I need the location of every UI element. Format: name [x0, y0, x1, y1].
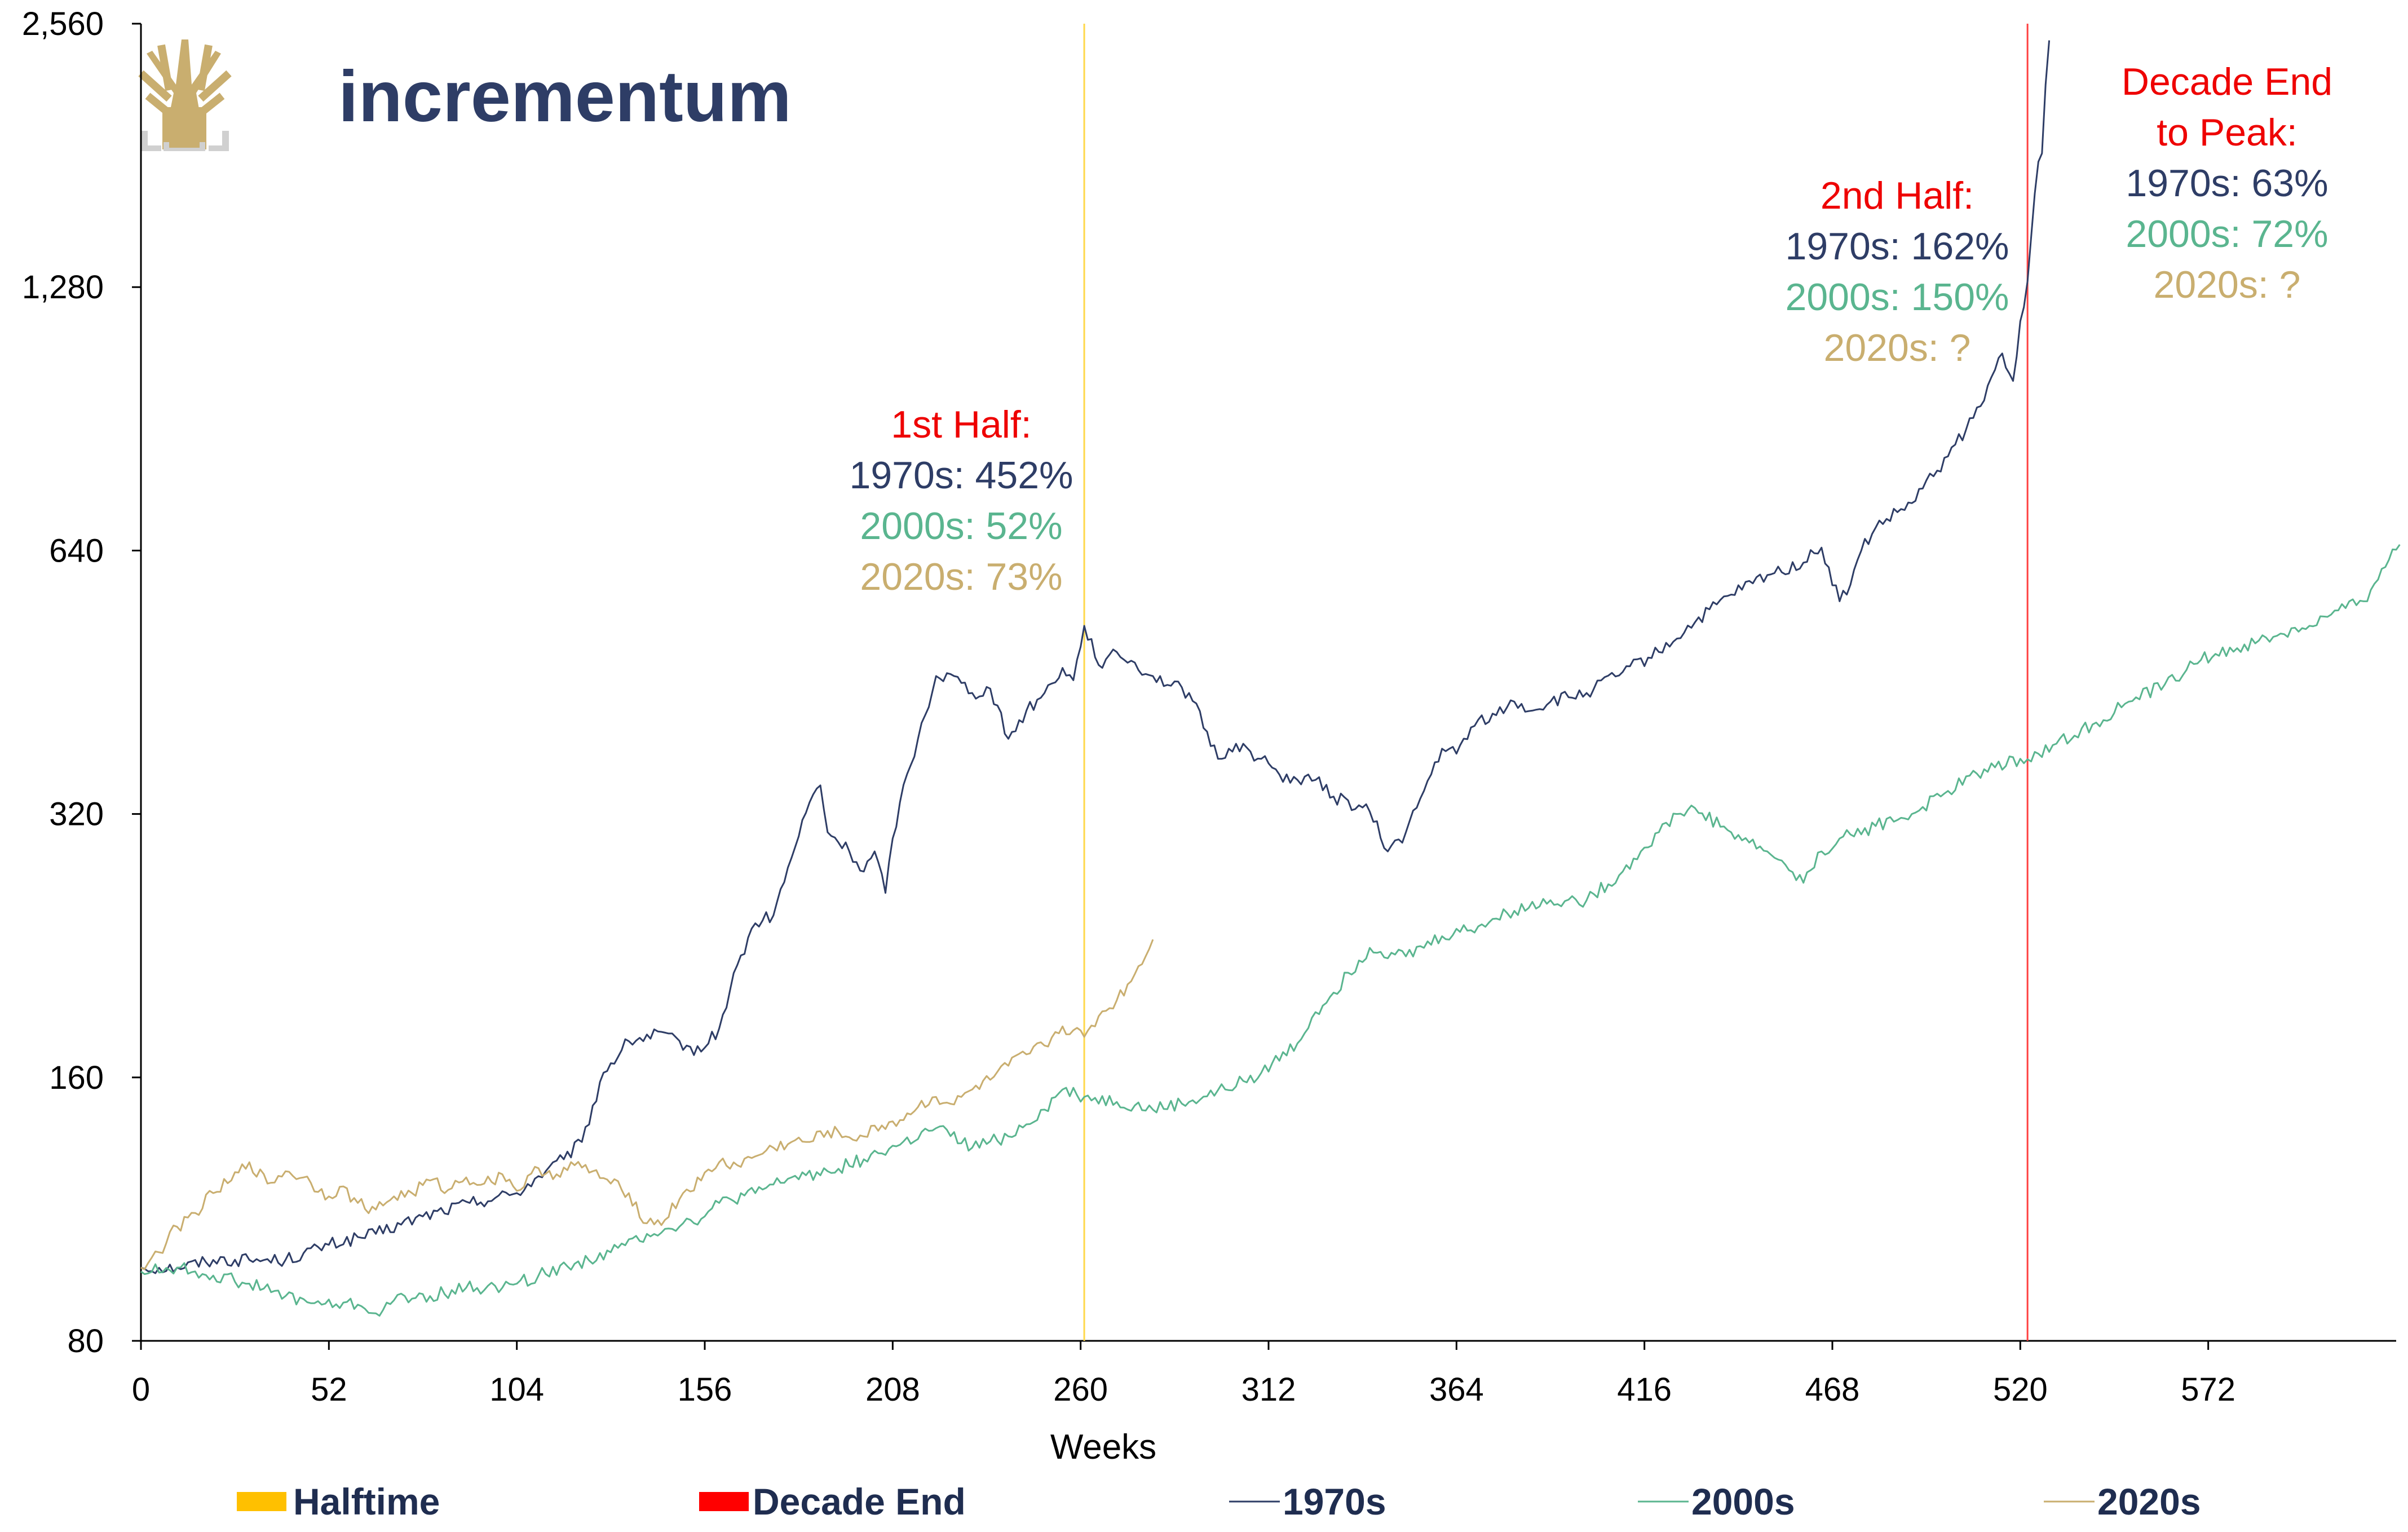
brand-name: incrementum	[338, 56, 792, 137]
x-tick-label: 312	[1241, 1371, 1296, 1408]
legend-halftime-swatch	[237, 1492, 286, 1511]
legend-decade-end-label: Decade End	[753, 1481, 966, 1522]
annotations: 1st Half: 1970s: 452% 2000s: 52% 2020s: 73%…	[850, 60, 2333, 598]
series-2000s-line	[140, 544, 2401, 1317]
x-tick-label: 572	[2181, 1371, 2235, 1408]
x-tick-label: 520	[1993, 1371, 2048, 1408]
x-ticks: 0 52 104 156 208 260 312 364 416 468 520 572	[132, 1341, 2235, 1408]
annotation-first-half-line: 1970s: 452%	[850, 454, 1073, 497]
annotation-second-half-line: 2020s: ?	[1824, 326, 1971, 369]
series-group	[140, 40, 2401, 1317]
x-tick-label: 52	[311, 1371, 347, 1408]
annotation-second-half-line: 2000s: 150%	[1786, 276, 2009, 319]
y-tick-label: 2,560	[22, 6, 104, 42]
incrementum-logo	[138, 39, 232, 151]
logo-trunk-icon	[162, 107, 206, 149]
annotation-decade-end-to-peak-line: Decade End	[2122, 60, 2332, 103]
series-2020s-line	[140, 939, 1154, 1270]
x-tick-label: 416	[1617, 1371, 1672, 1408]
reference-lines	[1083, 24, 2029, 1341]
annotation-decade-end-to-peak-line: to Peak:	[2157, 111, 2297, 154]
y-tick-label: 640	[49, 532, 104, 569]
annotation-first-half-line: 2020s: 73%	[860, 555, 1062, 598]
x-tick-label: 260	[1053, 1371, 1108, 1408]
legend-halftime-label: Halftime	[293, 1481, 440, 1522]
annotation-second-half-line: 2nd Half:	[1821, 174, 1974, 217]
x-axis-title: Weeks	[1050, 1428, 1156, 1467]
logo-branches-icon	[138, 44, 232, 119]
legend-decade-end-swatch	[699, 1492, 749, 1511]
logo-tree-icon	[147, 39, 221, 144]
annotation-decade-end-to-peak-line: 2020s: ?	[2154, 263, 2301, 306]
x-tick-label: 156	[678, 1371, 732, 1408]
x-tick-label: 104	[489, 1371, 544, 1408]
x-tick-label: 0	[132, 1371, 150, 1408]
y-tick-label: 160	[49, 1059, 104, 1096]
annotation-decade-end-to-peak-line: 1970s: 63%	[2126, 162, 2328, 205]
x-tick-label: 364	[1429, 1371, 1484, 1408]
y-ticks: 80 160 320 640 1,280 2,560	[22, 6, 141, 1359]
annotation-decade-end-to-peak-line: 2000s: 72%	[2126, 213, 2328, 255]
legend: Halftime Decade End 1970s 2000s 2020s	[237, 1481, 2201, 1522]
series-1970s-line	[140, 40, 2051, 1274]
legend-2000s-label: 2000s	[1691, 1481, 1795, 1522]
y-tick-label: 320	[49, 796, 104, 833]
logo-base-icon	[141, 131, 229, 151]
y-tick-label: 1,280	[22, 269, 104, 306]
legend-1970s-label: 1970s	[1283, 1481, 1386, 1522]
legend-2020s-label: 2020s	[2097, 1481, 2201, 1522]
x-tick-label: 208	[865, 1371, 920, 1408]
annotation-first-half-line: 1st Half:	[891, 403, 1031, 446]
x-tick-label: 468	[1805, 1371, 1860, 1408]
annotation-first-half-line: 2000s: 52%	[860, 505, 1062, 548]
annotation-second-half-line: 1970s: 162%	[1786, 225, 2009, 268]
y-tick-label: 80	[67, 1323, 104, 1359]
